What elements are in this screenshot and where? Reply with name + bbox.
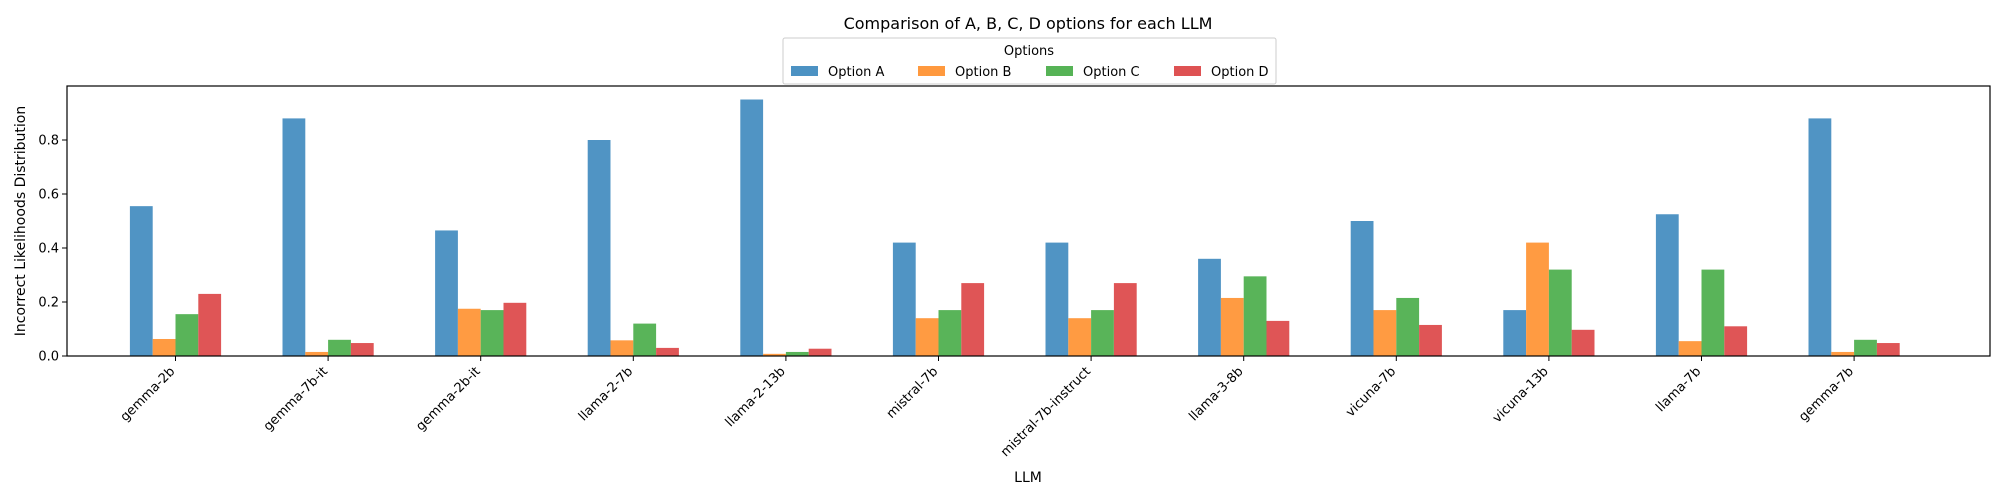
x-tick-label: gemma-2b-it: [413, 364, 483, 434]
legend-swatch-option-d: [1174, 66, 1201, 76]
bar-option-b-vicuna-7b: [1373, 310, 1397, 356]
x-tick-label: gemma-7b-it: [261, 364, 331, 434]
legend: Options Option A Option B Option C Option D: [782, 37, 1277, 85]
bar-option-a-gemma-7b: [1808, 118, 1832, 357]
y-tick-label: 0.8: [38, 134, 59, 149]
bar-option-c-llama-2-13b: [785, 351, 809, 356]
legend-entry-label: Option D: [1211, 65, 1269, 80]
bar-option-b-llama-2-13b: [763, 353, 786, 356]
y-axis-label: Incorrect Likelihoods Distribution: [13, 106, 29, 336]
chart-title: Comparison of A, B, C, D options for eac…: [844, 14, 1213, 33]
legend-entry-label: Option C: [1083, 65, 1140, 80]
x-tick-label: llama-3-8b: [1186, 364, 1246, 424]
bar-option-d-mistral-7b-instruct: [1113, 283, 1137, 356]
bar-option-b-llama-2-7b: [610, 340, 634, 356]
bar-option-c-vicuna-13b: [1548, 269, 1572, 356]
x-tick-label: llama-2-13b: [723, 364, 789, 430]
plot-area: [129, 99, 1900, 357]
bar-option-b-gemma-7b: [1831, 351, 1855, 356]
bar-option-c-mistral-7b-instruct: [1091, 310, 1114, 356]
bar-option-d-vicuna-7b: [1419, 324, 1442, 356]
bar-option-b-gemma-7b-it: [305, 351, 329, 356]
y-tick-label: 0.2: [38, 296, 59, 311]
bar-option-a-mistral-7b-instruct: [1045, 242, 1069, 356]
y-tick-label: 0.6: [38, 188, 59, 203]
bar-option-c-llama-3-8b: [1243, 276, 1267, 356]
bar-option-c-gemma-7b-it: [328, 339, 351, 356]
legend-swatch-option-b: [918, 66, 945, 76]
bar-option-b-gemma-2b: [152, 338, 176, 356]
bar-option-c-gemma-2b: [175, 314, 199, 356]
bar-option-b-llama-3-8b: [1220, 297, 1244, 356]
bar-option-a-llama-2-7b: [587, 140, 611, 356]
bar-option-a-vicuna-7b: [1350, 221, 1374, 356]
bar-option-d-gemma-7b: [1876, 343, 1900, 356]
bar-option-a-gemma-7b-it: [282, 118, 306, 357]
x-tick-label: llama-2-7b: [576, 364, 636, 424]
bar-option-b-vicuna-13b: [1526, 242, 1549, 356]
bar-option-c-vicuna-7b: [1396, 297, 1420, 356]
bar-option-c-llama-2-7b: [633, 323, 657, 356]
bar-option-d-llama-7b: [1724, 326, 1748, 356]
x-tick-label: gemma-7b: [1796, 364, 1857, 425]
bar-option-a-llama-3-8b: [1198, 258, 1221, 356]
bar-option-d-llama-3-8b: [1266, 320, 1290, 356]
y-tick-label: 0.0: [38, 350, 59, 365]
bar-option-a-llama-2-13b: [740, 99, 764, 356]
bar-option-d-llama-2-13b: [808, 348, 832, 356]
x-tick-label: llama-7b: [1653, 364, 1704, 415]
bar-option-a-gemma-2b-it: [435, 230, 458, 356]
bar-option-d-gemma-2b: [198, 293, 222, 356]
bar-option-a-vicuna-13b: [1503, 310, 1527, 356]
x-axis-label: LLM: [1014, 470, 1042, 486]
bar-option-a-llama-7b: [1655, 214, 1679, 356]
legend-frame: [782, 37, 1277, 85]
bar-option-c-mistral-7b: [938, 310, 962, 356]
legend-entry-label: Option B: [955, 65, 1011, 80]
bar-option-b-gemma-2b-it: [457, 308, 481, 356]
y-tick-label: 0.4: [38, 242, 59, 257]
bar-option-a-mistral-7b: [892, 242, 916, 356]
x-tick-label: mistral-7b-instruct: [998, 364, 1094, 460]
bar-option-d-llama-2-7b: [656, 347, 679, 356]
bar-option-c-llama-7b: [1701, 269, 1725, 356]
x-tick-label: vicuna-13b: [1490, 364, 1552, 426]
x-tick-label: vicuna-7b: [1343, 364, 1399, 420]
bar-option-d-gemma-7b-it: [350, 343, 374, 356]
bar-option-b-mistral-7b-instruct: [1068, 318, 1092, 356]
bar-option-c-gemma-7b: [1854, 339, 1877, 356]
bar-option-c-gemma-2b-it: [480, 310, 504, 356]
bar-option-b-mistral-7b: [915, 318, 939, 356]
bar-option-b-llama-7b: [1678, 341, 1702, 356]
bar-option-a-gemma-2b: [129, 206, 153, 356]
x-tick-label: mistral-7b: [884, 364, 941, 421]
x-tick-label: gemma-2b: [118, 364, 179, 425]
legend-entry-label: Option A: [828, 65, 885, 80]
plot-frame: [66, 85, 1991, 357]
bar-option-d-vicuna-13b: [1571, 329, 1595, 356]
legend-swatch-option-c: [1046, 66, 1073, 76]
bar-option-d-mistral-7b: [961, 283, 985, 356]
legend-title: Options: [1004, 44, 1054, 59]
legend-swatch-option-a: [791, 66, 818, 76]
y-axis: 0.0 0.2 0.4 0.6 0.8: [38, 134, 67, 365]
bar-option-d-gemma-2b-it: [503, 302, 527, 356]
x-axis: gemma-2b gemma-7b-it gemma-2b-it llama-2-7b…: [118, 356, 1857, 460]
